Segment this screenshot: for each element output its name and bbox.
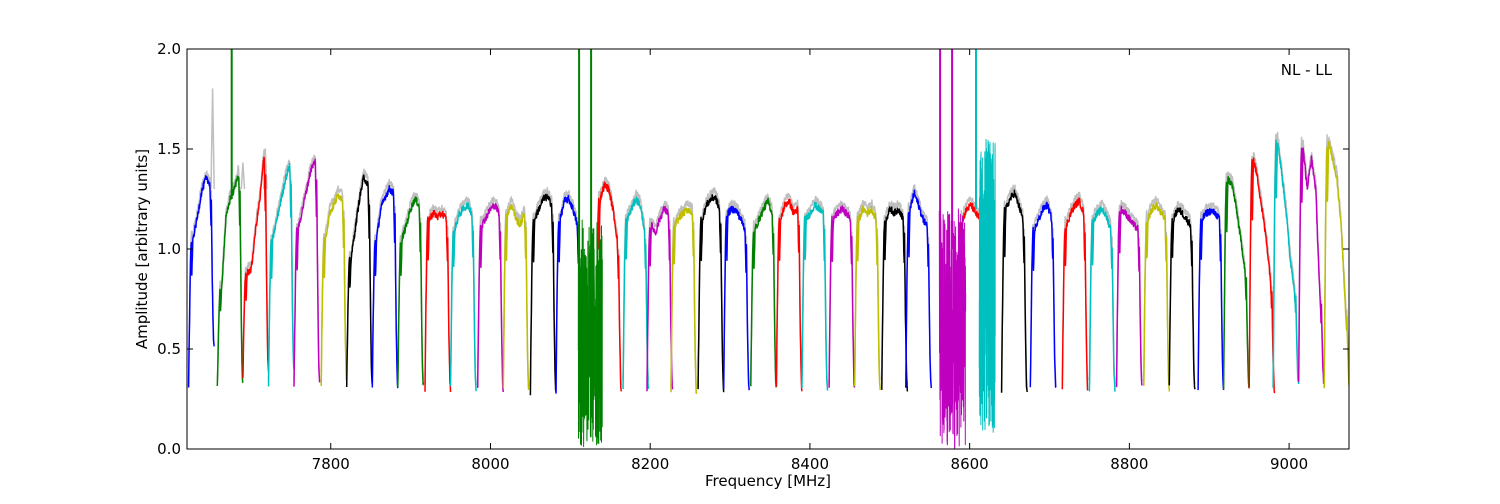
grey-trace-channel-2	[242, 149, 270, 376]
grey-trace-channel-11	[476, 196, 505, 385]
grey-excess-peak-2	[240, 162, 246, 190]
grey-trace-channel-24	[828, 200, 856, 386]
grey-trace-channel-5	[320, 185, 348, 378]
grey-trace-channel-39	[1272, 131, 1300, 380]
grey-trace-channel-36	[1197, 202, 1225, 386]
y-tick-label-0: 0.0	[157, 440, 181, 458]
series-channel-21	[750, 197, 777, 388]
series-channel-10	[449, 202, 477, 392]
grey-trace-channel-27	[905, 184, 932, 384]
rfi-noise-8	[978, 139, 996, 433]
series-channel-6	[345, 174, 374, 388]
x-tick-label-8200: 8200	[631, 455, 669, 473]
series-channel-0	[187, 175, 215, 388]
series-channel-11	[476, 202, 505, 393]
grey-trace-channel-10	[449, 196, 477, 385]
grey-trace-channel-22	[775, 192, 803, 387]
y-tick-label-1.5: 1.5	[157, 140, 181, 158]
y-axis-ticks: 0.0 0.5 1.0 1.5 2.0	[157, 40, 1349, 458]
grey-trace-channel-20	[722, 199, 750, 385]
grey-trace-channel-16	[622, 189, 650, 381]
series-channel-34	[1143, 201, 1171, 392]
series-channel-35	[1168, 207, 1196, 390]
x-tick-label-8800: 8800	[1110, 455, 1148, 473]
rfi-noise-4	[938, 208, 967, 449]
series-channel-17	[646, 205, 674, 392]
y-tick-label-2: 2.0	[157, 40, 181, 58]
grey-trace-channel-33	[1115, 199, 1143, 382]
series-channel-2	[242, 156, 270, 379]
series-channel-7	[371, 185, 399, 389]
series-channel-31	[1061, 197, 1089, 391]
series-channel-30	[1029, 201, 1057, 388]
x-tick-label-8400: 8400	[791, 455, 829, 473]
series-channel-40	[1297, 147, 1325, 385]
series-channel-24	[828, 205, 856, 388]
series-channel-29	[1000, 189, 1028, 393]
rfi-noise-1	[577, 219, 603, 448]
series-channel-15	[595, 181, 623, 392]
plot-area-background	[187, 49, 1349, 449]
series-channel-8	[397, 196, 425, 388]
series-channel-20	[722, 205, 750, 391]
series-channel-3	[267, 162, 295, 387]
series-channel-14	[555, 194, 583, 394]
series-channel-13	[529, 193, 557, 396]
series-channel-38	[1248, 157, 1276, 394]
series-channel-1	[216, 175, 244, 387]
series-channel-33	[1115, 205, 1143, 388]
y-tick-label-0.5: 0.5	[157, 340, 181, 358]
series-channel-18	[670, 207, 698, 394]
x-axis-label: Frequency [MHz]	[705, 472, 831, 490]
series-channel-12	[502, 203, 530, 390]
series-channel-22	[775, 198, 803, 392]
series-channel-9	[424, 209, 452, 393]
series-layer	[187, 49, 1349, 449]
series-channel-23	[801, 201, 829, 391]
grey-trace-channel-13	[529, 187, 557, 389]
series-channel-41	[1323, 141, 1349, 391]
series-channel-32	[1088, 206, 1116, 392]
series-channel-26	[881, 206, 909, 392]
series-channel-5	[320, 193, 348, 386]
x-tick-label-9000: 9000	[1270, 455, 1308, 473]
x-tick-label-7800: 7800	[312, 455, 350, 473]
series-channel-27	[905, 189, 933, 389]
x-axis-ticks: 7800 8000 8200 8400 8600 8800 9000	[312, 49, 1308, 473]
x-tick-label-8600: 8600	[951, 455, 989, 473]
series-channel-19	[697, 194, 725, 393]
x-tick-label-8000: 8000	[471, 455, 509, 473]
y-tick-label-1: 1.0	[157, 240, 181, 258]
series-channel-39	[1272, 139, 1300, 388]
grey-trace-channel-34	[1143, 195, 1171, 385]
y-axis-label: Amplitude [arbitrary units]	[133, 149, 151, 349]
series-channel-36	[1197, 208, 1225, 391]
grey-trace-channel-15	[595, 176, 623, 386]
grey-trace-channel-31	[1061, 191, 1089, 381]
grey-trace-channel-19	[697, 187, 725, 387]
series-channel-4	[293, 158, 321, 387]
series-channel-37	[1222, 175, 1250, 390]
grey-trace-channel-12	[502, 196, 530, 386]
grey-excess-peak-0	[210, 88, 215, 190]
series-channel-25	[853, 205, 881, 391]
grey-trace-channel-17	[646, 200, 674, 385]
series-channel-16	[622, 196, 650, 390]
annotation-label: NL - LL	[1281, 61, 1333, 79]
